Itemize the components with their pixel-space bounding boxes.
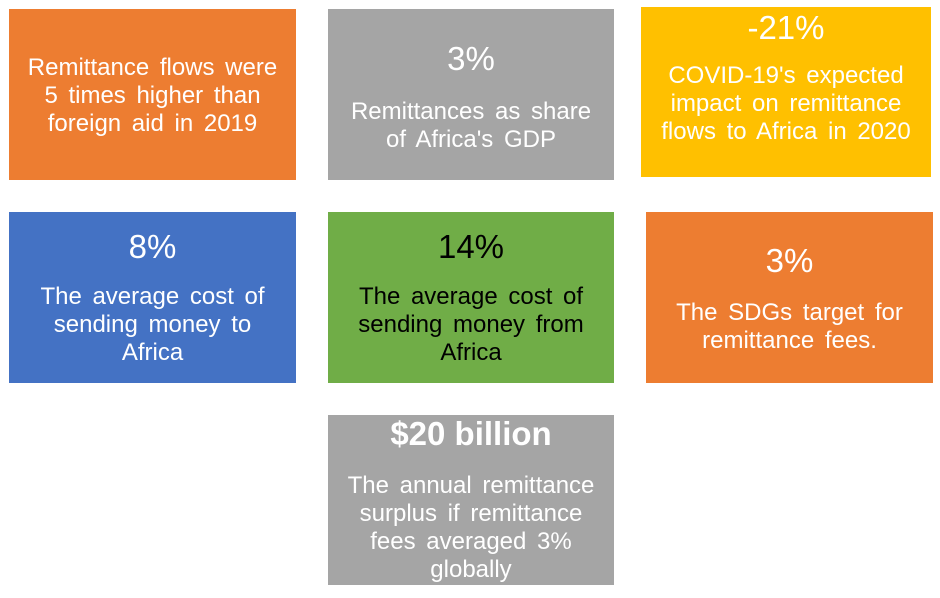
tile-cost-to-africa: 8% The average cost of sending money to … xyxy=(9,212,296,383)
tile-sdg-target: 3% The SDGs target for remittance fees. xyxy=(646,212,933,383)
tile-description: Remittances as share of Africa's GDP xyxy=(350,98,592,153)
tile-description: The annual remittance surplus if remitta… xyxy=(347,472,595,583)
tile-covid-impact: -21% COVID-19's expected impact on remit… xyxy=(641,7,931,177)
tile-stat: 3% xyxy=(765,242,814,279)
tile-gdp-share: 3% Remittances as share of Africa's GDP xyxy=(328,9,614,180)
tile-description: The SDGs target for remittance fees. xyxy=(676,299,903,354)
tile-aid-comparison: Remittance flows were 5 times higher tha… xyxy=(9,9,296,180)
tile-stat: 14% xyxy=(437,228,505,265)
tile-description: COVID-19's expected impact on remittance… xyxy=(661,62,911,145)
tile-stat: 3% xyxy=(447,40,495,77)
tile-description: Remittance flows were 5 times higher tha… xyxy=(27,53,278,137)
tile-cost-from-africa: 14% The average cost of sending money fr… xyxy=(328,212,614,383)
tile-description: The average cost of sending money from A… xyxy=(358,283,584,366)
tile-stat: -21% xyxy=(747,9,825,46)
tile-stat: $20 billion xyxy=(390,415,552,452)
tile-stat: 8% xyxy=(128,228,177,265)
tile-description: The average cost of sending money to Afr… xyxy=(40,283,265,366)
tile-annual-surplus: $20 billion The annual remittance surplu… xyxy=(328,415,614,585)
